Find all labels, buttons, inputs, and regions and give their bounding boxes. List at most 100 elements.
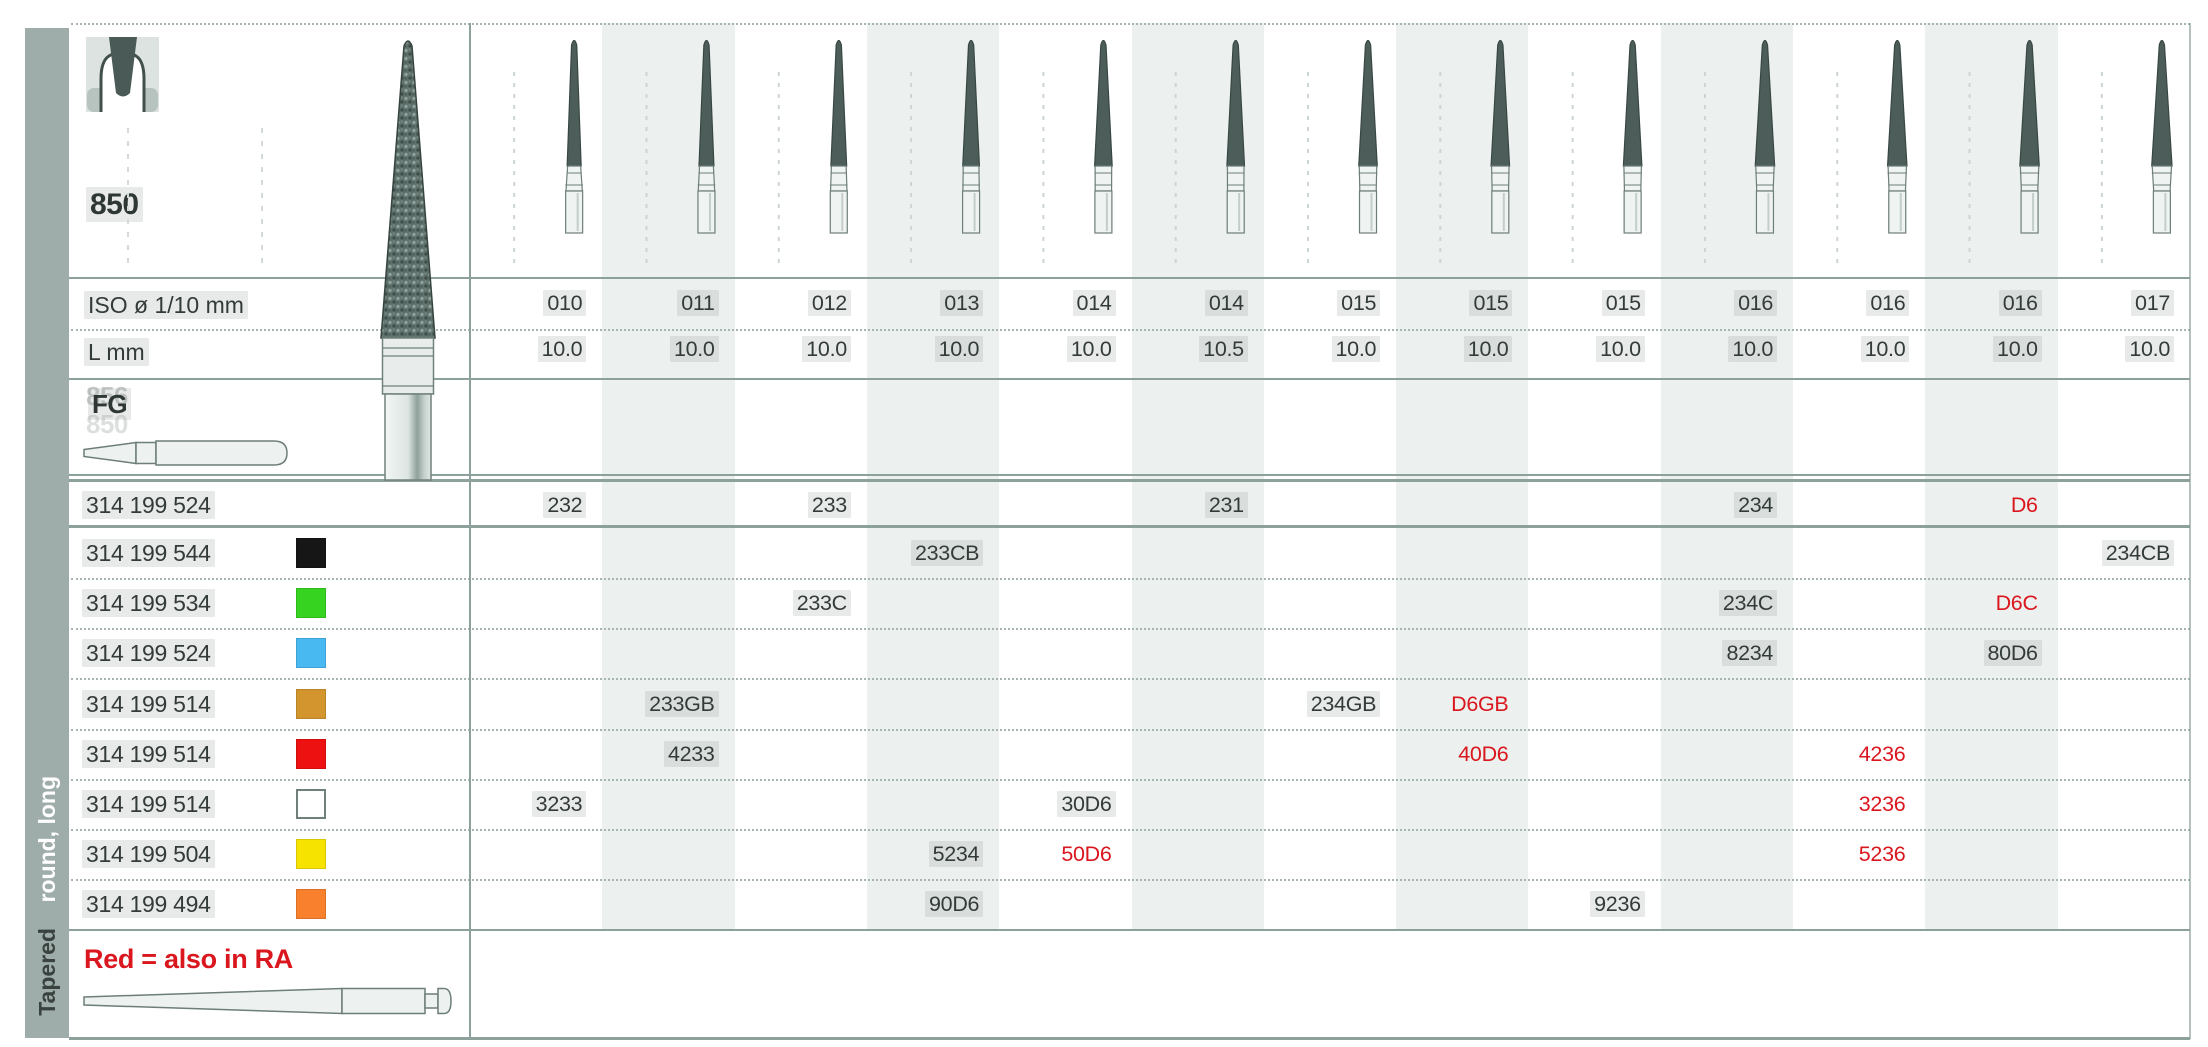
product-cell-text: D6GB	[1451, 691, 1509, 716]
iso-value-cell-text: 011	[677, 290, 719, 316]
product-row-code: 314 199 514	[82, 682, 342, 726]
product-cell: D6C	[1925, 581, 2041, 625]
horizontal-rule	[69, 277, 2190, 279]
product-cell-text: 50D6	[1061, 842, 1112, 867]
product-cell: 233	[735, 483, 851, 527]
bur-image	[1093, 39, 1113, 234]
product-cell-text: 234GB	[1306, 690, 1381, 717]
dotted-rule	[71, 879, 2190, 881]
horizontal-rule	[69, 929, 2190, 931]
product-row-code-text: 314 199 524	[82, 639, 215, 668]
iso-value-cell-text: 014	[1204, 290, 1248, 316]
iso-value-cell: 015	[1396, 281, 1513, 325]
iso-value-cell: 013	[867, 281, 984, 325]
ghost-850-text: 850	[86, 409, 128, 439]
dotted-rule	[71, 578, 2190, 580]
bur-collar	[381, 337, 435, 395]
length-value-cell-text: 10.0	[1463, 336, 1513, 362]
iso-value-cell: 016	[1793, 281, 1910, 325]
product-cell: D6	[1925, 483, 2041, 527]
dotted-rule	[71, 729, 2190, 731]
dotted-rule	[71, 829, 2190, 831]
length-value-cell-text: 10.0	[934, 336, 984, 362]
length-value-cell: 10.0	[1661, 327, 1778, 371]
icon-background	[86, 37, 159, 112]
length-row-label-text: L mm	[84, 338, 149, 366]
iso-value-cell-text: 015	[1337, 290, 1381, 316]
grit-color-chip	[296, 638, 326, 669]
length-value-cell: 10.0	[867, 327, 984, 371]
iso-value-cell-text: 016	[1734, 290, 1778, 316]
product-row-code-text: 314 199 504	[82, 840, 215, 869]
iso-value-cell: 015	[1264, 281, 1381, 325]
product-cell: 30D6	[999, 782, 1116, 826]
product-row-code: 314 199 524	[82, 483, 342, 527]
product-cell-text: 90D6	[925, 891, 984, 918]
grit-color-chip	[296, 688, 326, 719]
iso-value-cell: 016	[1925, 281, 2042, 325]
length-value-cell-text: 10.0	[1860, 336, 1910, 362]
iso-value-cell-text: 015	[1601, 290, 1645, 316]
product-cell: 233GB	[602, 682, 719, 726]
family-number: 850	[86, 187, 143, 222]
column-band	[602, 23, 735, 930]
product-cell: 5236	[1793, 832, 1909, 876]
product-cell-text: 4233	[663, 740, 719, 767]
column-band	[866, 23, 1000, 930]
length-value-cell-text: 10.0	[1993, 336, 2042, 362]
product-cell-text: 30D6	[1057, 791, 1116, 817]
product-cell: 90D6	[867, 882, 984, 926]
product-cell-text: 232	[543, 492, 587, 518]
bur-image	[1886, 39, 1908, 234]
iso-value-cell: 014	[999, 281, 1116, 325]
horizontal-rule	[69, 479, 2190, 482]
shank-type-label: FG	[88, 388, 132, 420]
length-value-cell-text: 10.0	[669, 336, 719, 362]
bur-shank	[384, 393, 432, 481]
product-cell-text: 5236	[1858, 842, 1906, 867]
horizontal-rule	[69, 378, 2190, 380]
product-cell: 3236	[1793, 782, 1909, 826]
product-cell-text: 8234	[1722, 640, 1778, 667]
bur-in-tooth	[109, 37, 137, 97]
dotted-rule	[71, 678, 2190, 680]
iso-value-cell: 017	[2058, 281, 2175, 325]
sidebar-subgroup-label: round, long	[33, 775, 60, 903]
product-row-code: 314 199 534	[82, 581, 342, 625]
length-value-cell: 10.0	[602, 327, 719, 371]
tooth-application-icon	[86, 37, 159, 112]
product-cell: 3233	[470, 782, 587, 826]
product-cell: 8234	[1661, 631, 1778, 675]
iso-value-cell-text: 016	[1998, 290, 2042, 316]
product-row-code-text: 314 199 524	[82, 491, 215, 519]
product-cell-text: 80D6	[1983, 640, 2042, 667]
product-cell-text: 233CB	[910, 540, 984, 566]
product-cell: 233CB	[867, 531, 984, 575]
bur-image	[1622, 39, 1643, 234]
column-band	[1925, 23, 2058, 930]
ghost-856-text: 856	[86, 381, 128, 411]
grit-color-chip	[296, 789, 326, 819]
bur-image	[2151, 39, 2173, 234]
iso-value-cell: 015	[1528, 281, 1645, 325]
length-value-cell-text: 10.0	[1331, 336, 1381, 362]
grit-color-chip	[296, 588, 326, 619]
product-cell-text: D6	[2010, 493, 2038, 517]
product-cell-text: 234	[1734, 492, 1778, 518]
product-row-code-text: 314 199 514	[82, 689, 215, 718]
product-row-code: 314 199 514	[82, 782, 342, 826]
product-row-code: 314 199 504	[82, 832, 342, 876]
bur-photo-large	[380, 40, 436, 481]
product-row-code-text: 314 199 534	[82, 589, 215, 618]
family-number-text: 850	[86, 187, 143, 222]
dotted-rule	[71, 628, 2190, 630]
length-value-cell-text: 10.0	[1066, 336, 1116, 362]
bur-image	[565, 39, 584, 234]
fg-shank-drawing	[83, 440, 288, 466]
iso-value-cell-text: 014	[1072, 290, 1116, 316]
product-cell-text: 231	[1204, 492, 1248, 518]
grit-color-chip	[296, 839, 326, 870]
bur-image	[1358, 39, 1378, 234]
length-value-cell: 10.0	[1396, 327, 1513, 371]
